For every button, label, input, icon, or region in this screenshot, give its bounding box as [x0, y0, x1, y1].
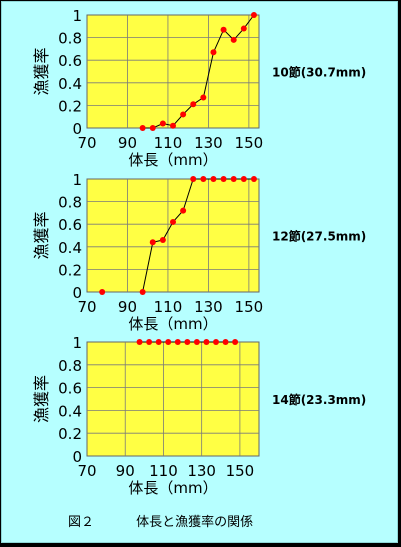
data-point	[159, 237, 166, 244]
data-point	[210, 176, 217, 182]
x-tick-label: 130	[194, 298, 223, 316]
y-axis-label: 漁獲率	[32, 211, 51, 259]
data-point	[250, 176, 257, 182]
data-point	[203, 339, 210, 345]
y-tick-label: 0	[72, 284, 82, 302]
data-point	[149, 239, 156, 246]
y-tick-label: 0.4	[58, 402, 82, 420]
data-point	[222, 339, 229, 345]
x-tick-label: 70	[77, 298, 96, 316]
y-tick-label: 0.4	[58, 239, 82, 257]
data-point	[240, 25, 247, 32]
data-point	[184, 339, 191, 345]
x-axis-label: 体長（mm）	[128, 479, 217, 497]
data-point	[190, 176, 197, 182]
data-point	[180, 111, 187, 118]
data-point	[180, 207, 187, 214]
y-tick-label: 0	[72, 120, 82, 138]
y-tick-label: 0	[72, 448, 82, 466]
y-tick-label: 1	[72, 7, 82, 25]
y-tick-label: 1	[72, 171, 82, 189]
x-tick-label: 150	[235, 298, 264, 316]
data-point	[200, 176, 207, 182]
x-tick-label: 70	[77, 134, 96, 152]
y-tick-label: 0.6	[58, 380, 82, 398]
plot-area	[86, 14, 260, 129]
y-tick-label: 0.4	[58, 75, 82, 93]
y-axis-label: 漁獲率	[32, 47, 51, 95]
figure-title: 体長と漁獲率の関係	[136, 515, 254, 530]
x-tick-label: 90	[118, 134, 137, 152]
y-tick-label: 1	[72, 334, 82, 352]
plot-area	[86, 178, 260, 293]
panel-label: 10節(30.7mm)	[272, 65, 366, 80]
data-point	[220, 26, 227, 33]
y-tick-label: 0.8	[58, 357, 82, 375]
x-tick-label: 110	[154, 298, 183, 316]
y-tick-label: 0.2	[58, 97, 82, 115]
x-tick-label: 70	[77, 462, 96, 480]
data-point	[149, 125, 156, 131]
data-point	[232, 339, 239, 345]
data-point	[250, 12, 257, 18]
chart-panel-3: 0 0.2 0.4 0.6 0.8 1 70 90 110 130 150 体長（mm） 漁獲率 14節(…	[32, 334, 366, 497]
x-tick-label: 150	[226, 462, 255, 480]
chart-panel-1: 0 0.2 0.4 0.6 0.8 1 70 90 110 130 150 体長（mm） 漁獲率 10節(…	[32, 7, 366, 169]
y-tick-label: 0.8	[58, 30, 82, 48]
data-point	[193, 339, 200, 345]
plot-area	[86, 341, 260, 457]
data-point	[139, 289, 146, 295]
x-tick-label: 90	[116, 462, 135, 480]
data-point	[159, 120, 166, 127]
data-point	[230, 176, 237, 182]
chart-panel-2: 0 0.2 0.4 0.6 0.8 1 70 90 110 130 150 体長（mm） 漁獲率 12節(…	[32, 171, 366, 333]
panel-label: 12節(27.5mm)	[272, 229, 366, 244]
data-point	[213, 339, 219, 345]
x-tick-label: 110	[154, 134, 183, 152]
data-point	[230, 36, 237, 43]
data-point	[136, 339, 143, 345]
figure-number: 図２	[68, 515, 95, 530]
x-tick-label: 90	[118, 298, 137, 316]
y-tick-label: 0.8	[58, 194, 82, 212]
x-tick-label: 110	[149, 462, 178, 480]
data-point	[174, 339, 181, 345]
x-tick-label: 130	[187, 462, 216, 480]
data-point	[99, 289, 106, 295]
figure-caption: 図２ 体長と漁獲率の関係	[68, 511, 253, 530]
x-axis-label: 体長（mm）	[128, 151, 217, 169]
x-tick-label: 130	[194, 134, 223, 152]
x-tick-label: 150	[235, 134, 264, 152]
y-axis-label: 漁獲率	[32, 375, 51, 423]
y-tick-label: 0.2	[58, 425, 82, 443]
data-point	[146, 339, 153, 345]
data-point	[200, 94, 207, 101]
data-point	[220, 176, 227, 182]
y-tick-label: 0.6	[58, 216, 82, 234]
data-point	[240, 176, 247, 182]
y-tick-label: 0.6	[58, 52, 82, 70]
data-point	[210, 49, 217, 56]
y-tick-label: 0.2	[58, 261, 82, 279]
data-point	[139, 125, 146, 131]
x-axis-label: 体長（mm）	[128, 315, 217, 333]
data-point	[155, 339, 162, 345]
data-point	[170, 218, 176, 225]
data-point	[165, 339, 172, 345]
data-point	[190, 101, 197, 108]
data-point	[170, 122, 176, 129]
panel-label: 14節(23.3mm)	[272, 392, 366, 407]
